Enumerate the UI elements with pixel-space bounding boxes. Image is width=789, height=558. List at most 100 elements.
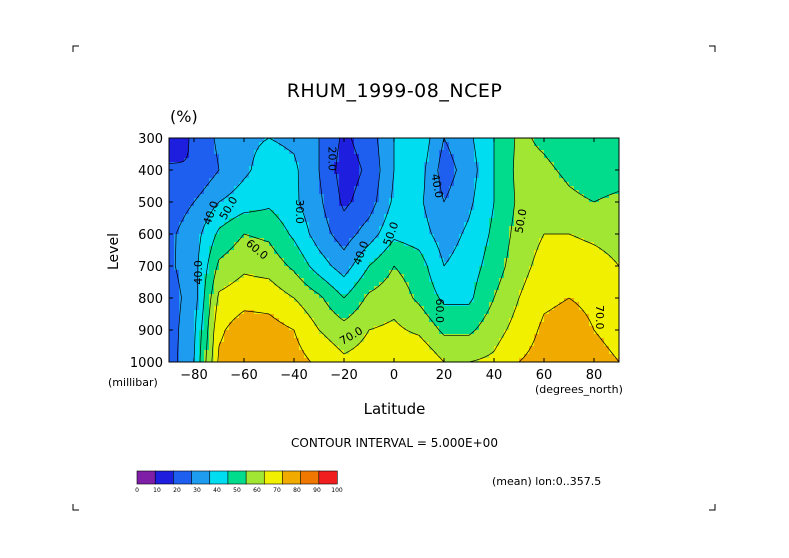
heatmap-cell (364, 186, 370, 191)
heatmap-cell (604, 162, 610, 167)
heatmap-cell (284, 238, 290, 243)
heatmap-cell (379, 306, 385, 311)
heatmap-cell (409, 306, 415, 311)
heatmap-cell (344, 170, 350, 175)
heatmap-cell (609, 190, 615, 195)
heatmap-cell (284, 274, 290, 279)
heatmap-cell (464, 154, 470, 159)
heatmap-cell (214, 174, 220, 179)
heatmap-cell (199, 330, 205, 335)
heatmap-cell (294, 230, 300, 235)
heatmap-cell (344, 290, 350, 295)
heatmap-cell (384, 222, 390, 227)
heatmap-cell (369, 358, 375, 362)
heatmap-cell (259, 202, 265, 207)
heatmap-cell (304, 138, 310, 143)
heatmap-cell (394, 318, 400, 323)
heatmap-cell (494, 278, 500, 283)
heatmap-cell (569, 310, 575, 315)
heatmap-cell (209, 286, 215, 291)
heatmap-cell (279, 342, 285, 347)
heatmap-cell (179, 254, 185, 259)
heatmap-cell (299, 254, 305, 259)
heatmap-cell (454, 314, 460, 319)
heatmap-cell (199, 274, 205, 279)
heatmap-cell (189, 302, 195, 307)
heatmap-cell (534, 170, 540, 175)
heatmap-cell (329, 250, 335, 255)
heatmap-cell (534, 154, 540, 159)
heatmap-cell (309, 310, 315, 315)
heatmap-cell (584, 150, 590, 155)
heatmap-cell (224, 346, 230, 351)
heatmap-cell (254, 242, 260, 247)
heatmap-cell (479, 226, 485, 231)
heatmap-cell (174, 162, 180, 167)
heatmap-cell (249, 222, 255, 227)
heatmap-cell (259, 314, 265, 319)
heatmap-cell (334, 230, 340, 235)
heatmap-cell (209, 254, 215, 259)
heatmap-cell (434, 350, 440, 355)
heatmap-cell (389, 238, 395, 243)
heatmap-cell (244, 162, 250, 167)
heatmap-cell (489, 170, 495, 175)
heatmap-cell (449, 146, 455, 151)
heatmap-cell (324, 210, 330, 215)
heatmap-cell (264, 242, 270, 247)
heatmap-cell (324, 350, 330, 355)
heatmap-cell (194, 190, 200, 195)
heatmap-cell (559, 326, 565, 331)
heatmap-cell (269, 358, 275, 362)
heatmap-cell (549, 254, 555, 259)
heatmap-cell (489, 338, 495, 343)
heatmap-cell (614, 138, 619, 143)
heatmap-cell (414, 326, 420, 331)
heatmap-cell (424, 154, 430, 159)
heatmap-cell (384, 146, 390, 151)
heatmap-cell (614, 242, 619, 247)
heatmap-cell (344, 306, 350, 311)
heatmap-cell (564, 298, 570, 303)
heatmap-cell (244, 262, 250, 267)
heatmap-cell (539, 186, 545, 191)
heatmap-cell (524, 218, 530, 223)
heatmap-cell (539, 154, 545, 159)
heatmap-cell (564, 318, 570, 323)
heatmap-cell (209, 194, 215, 199)
heatmap-cell (174, 142, 180, 147)
heatmap-cell (389, 166, 395, 171)
heatmap-cell (229, 178, 235, 183)
heatmap-cell (234, 290, 240, 295)
heatmap-cell (309, 238, 315, 243)
heatmap-cell (594, 174, 600, 179)
heatmap-cell (339, 190, 345, 195)
heatmap-cell (574, 266, 580, 271)
heatmap-cell (199, 246, 205, 251)
heatmap-cell (519, 222, 525, 227)
heatmap-cell (204, 158, 210, 163)
heatmap-cell (314, 214, 320, 219)
heatmap-cell (274, 322, 280, 327)
heatmap-cell (389, 326, 395, 331)
heatmap-cell (424, 326, 430, 331)
heatmap-cell (584, 278, 590, 283)
heatmap-cell (294, 202, 300, 207)
heatmap-cell (179, 142, 185, 147)
heatmap-cell (229, 218, 235, 223)
heatmap-cell (289, 306, 295, 311)
heatmap-cell (454, 290, 460, 295)
heatmap-cell (344, 214, 350, 219)
heatmap-cell (609, 214, 615, 219)
heatmap-cell (344, 342, 350, 347)
heatmap-cell (194, 262, 200, 267)
heatmap-cell (244, 274, 250, 279)
heatmap-cell (349, 338, 355, 343)
heatmap-cell (594, 258, 600, 263)
heatmap-cell (324, 338, 330, 343)
heatmap-cell (354, 158, 360, 163)
heatmap-cell (549, 270, 555, 275)
heatmap-cell (179, 174, 185, 179)
heatmap-cell (614, 154, 619, 159)
heatmap-cell (609, 222, 615, 227)
